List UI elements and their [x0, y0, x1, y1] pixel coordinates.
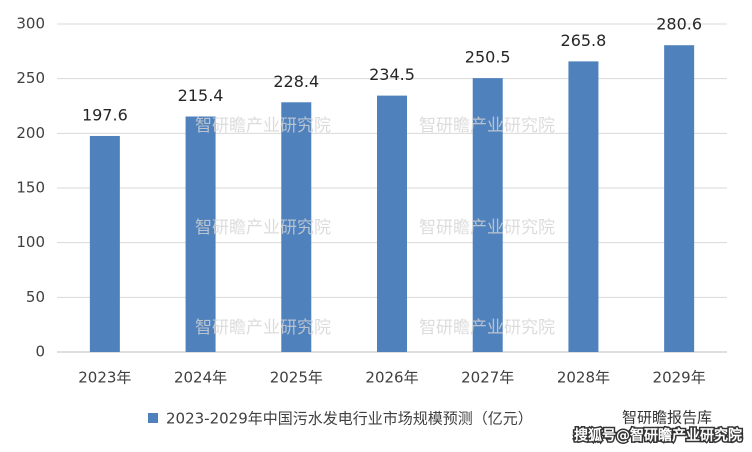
bar [89, 135, 120, 352]
y-tick-label: 300 [16, 15, 45, 33]
x-tick-label: 2028年 [557, 369, 610, 387]
footer: 搜狐号@智研瞻产业研究院 [574, 427, 742, 444]
value-label: 215.4 [178, 86, 224, 105]
y-tick-label: 0 [35, 343, 45, 361]
y-tick-label: 150 [16, 179, 45, 197]
bar [185, 116, 216, 352]
legend-label: 2023-2029年中国污水发电行业市场规模预测（亿元） [166, 410, 533, 428]
y-tick-label: 50 [26, 288, 45, 306]
value-label: 197.6 [82, 105, 128, 124]
value-label: 228.4 [273, 72, 319, 91]
value-label: 265.8 [561, 31, 607, 50]
bar [664, 45, 695, 353]
source-badge: 智研瞻报告库 [622, 409, 712, 427]
y-tick-label: 100 [16, 233, 45, 251]
y-tick-label: 200 [16, 124, 45, 142]
x-tick-label: 2027年 [461, 369, 514, 387]
watermark: 智研瞻产业研究院 [419, 116, 555, 136]
value-label: 250.5 [465, 48, 511, 67]
x-tick-label: 2024年 [174, 369, 227, 387]
x-tick-label: 2029年 [653, 369, 706, 387]
value-label: 280.6 [656, 15, 702, 34]
legend-swatch [148, 413, 158, 423]
value-label: 234.5 [369, 65, 415, 84]
bar [281, 102, 312, 352]
x-tick-label: 2025年 [270, 369, 323, 387]
y-tick-label: 250 [16, 69, 45, 87]
watermark: 智研瞻产业研究院 [195, 116, 331, 136]
x-tick-label: 2023年 [78, 369, 131, 387]
watermark: 智研瞻产业研究院 [419, 318, 555, 338]
watermark: 智研瞻产业研究院 [419, 218, 555, 238]
x-tick-label: 2026年 [365, 369, 418, 387]
watermark: 智研瞻产业研究院 [195, 218, 331, 238]
bar [377, 95, 407, 352]
bar [568, 61, 599, 352]
watermark: 智研瞻产业研究院 [195, 318, 331, 338]
bar [472, 78, 503, 353]
